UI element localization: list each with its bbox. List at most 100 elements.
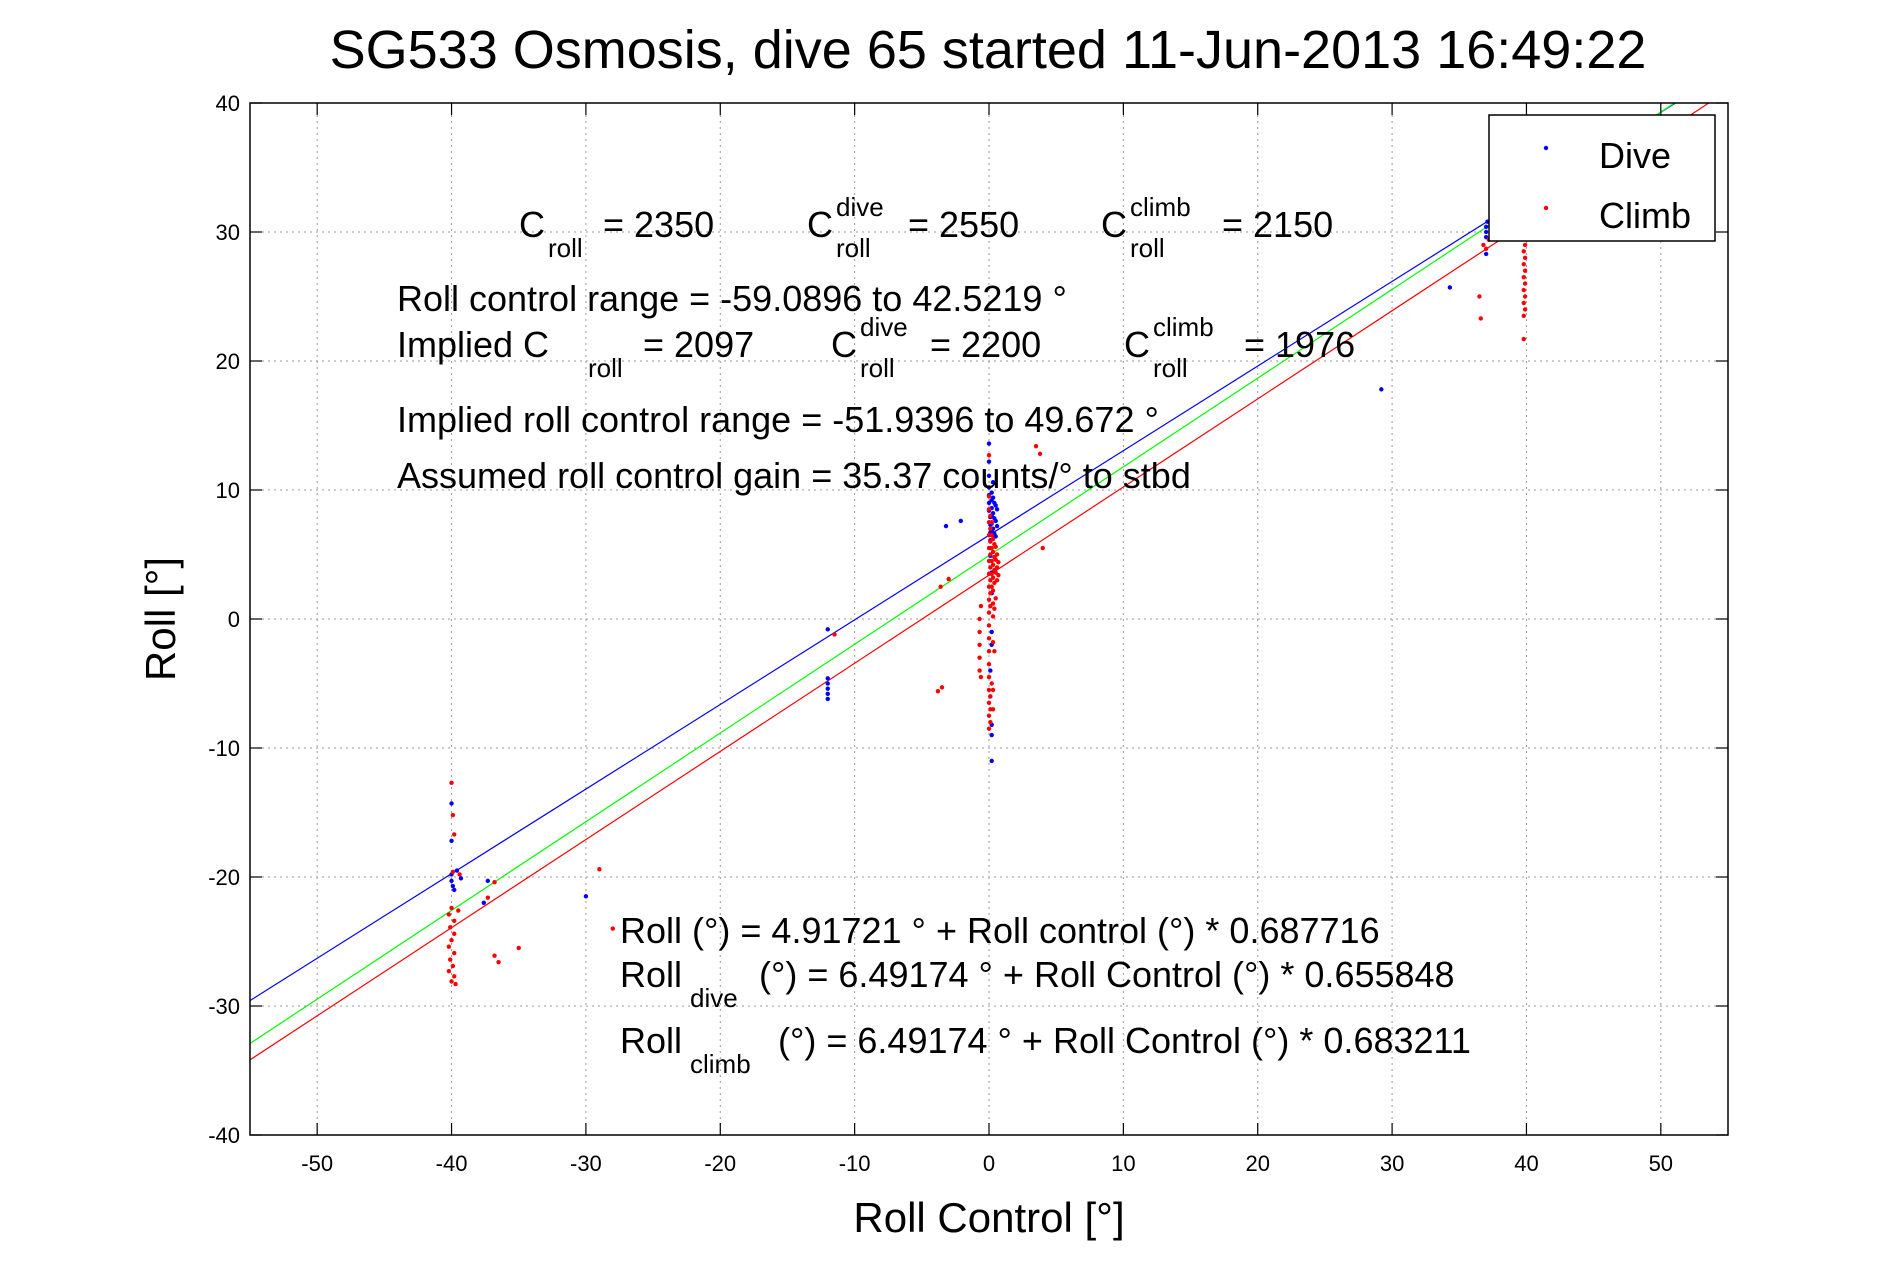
implied-c-roll-subscript: roll [588, 353, 623, 383]
c-roll-symbol: C [519, 204, 545, 245]
point-climb [448, 925, 453, 930]
point-climb [990, 575, 996, 580]
point-climb [989, 520, 994, 525]
point-climb [1040, 545, 1045, 551]
point-dive [583, 894, 589, 899]
point-climb [597, 867, 602, 872]
point-climb [450, 812, 456, 818]
point-climb [452, 974, 457, 979]
point-climb [977, 616, 982, 622]
y-tick-label: -40 [208, 1123, 240, 1148]
point-climb [986, 726, 992, 731]
x-tick-label: -50 [301, 1151, 333, 1176]
point-dive [990, 495, 996, 500]
point-dive [994, 523, 1000, 529]
point-climb [977, 655, 982, 660]
x-tick-label: -10 [839, 1151, 871, 1176]
point-climb [1521, 336, 1526, 342]
point-climb [989, 584, 994, 589]
point-dive [825, 696, 830, 702]
point-dive [1483, 229, 1489, 235]
point-climb [977, 642, 982, 647]
point-dive [452, 887, 457, 893]
point-climb [989, 545, 994, 551]
point-dive [825, 676, 830, 681]
point-climb [978, 603, 984, 609]
point-climb [1522, 268, 1528, 273]
point-climb [1522, 255, 1528, 260]
point-dive [825, 627, 830, 632]
point-dive [989, 758, 994, 764]
chart-title: SG533 Osmosis, dive 65 started 11-Jun-20… [330, 20, 1647, 80]
point-climb [450, 869, 456, 875]
point-climb [989, 681, 994, 686]
implied-range-text: Implied roll control range = -51.9396 to… [397, 399, 1159, 440]
point-dive [485, 878, 491, 884]
legend-marker-climb [1543, 205, 1549, 211]
axis-ticks: -50 -40 -30 -20 -10 0 10 20 30 40 50 -40 -30 -20 -10 0 1… [208, 91, 1728, 1176]
fit-climb-subscript: climb [690, 1049, 751, 1079]
point-climb [977, 668, 982, 673]
point-climb [452, 950, 457, 956]
legend-marker-dive [1543, 145, 1549, 151]
point-climb [453, 981, 458, 987]
point-dive [986, 459, 992, 464]
y-tick-label: 20 [216, 349, 240, 374]
point-climb [986, 452, 992, 458]
point-climb [986, 649, 992, 654]
y-tick-label: 10 [216, 478, 240, 503]
point-climb [993, 596, 998, 601]
point-climb [992, 606, 997, 611]
point-climb [988, 720, 993, 725]
point-climb [1483, 246, 1489, 251]
point-climb [450, 963, 456, 969]
point-dive [958, 518, 963, 524]
point-climb [1522, 307, 1528, 312]
fit-line-0 [249, 102, 1676, 1002]
legend-box [1488, 114, 1716, 242]
point-dive [454, 868, 460, 873]
point-climb [990, 601, 996, 606]
fit-equation-all: Roll (°) = 4.91721 ° + Roll control (°) … [620, 910, 1380, 951]
point-climb [485, 895, 491, 900]
point-climb [946, 576, 951, 582]
y-tick-label: -20 [208, 865, 240, 890]
point-climb [1481, 242, 1486, 248]
annotation-c-roll-row: C roll = 2350 C dive roll = 2550 C climb… [519, 192, 1333, 263]
point-dive [1379, 387, 1384, 392]
point-climb [993, 544, 998, 549]
point-climb [1033, 443, 1039, 449]
point-climb [446, 912, 452, 917]
point-climb [996, 572, 1001, 578]
point-dive [989, 490, 994, 495]
c-dive-superscript: dive [836, 192, 884, 222]
point-climb [1522, 294, 1528, 299]
fit-climb-equation: (°) = 6.49174 ° + Roll Control (°) * 0.6… [778, 1020, 1471, 1061]
point-climb [456, 908, 461, 913]
x-axis-label: Roll Control [°] [853, 1194, 1124, 1241]
point-dive [986, 485, 992, 490]
x-tick-label: 20 [1245, 1151, 1269, 1176]
gain-text: Assumed roll control gain = 35.37 counts… [397, 455, 1191, 496]
c-roll-subscript: roll [548, 233, 583, 263]
c-dive-value: = 2550 [908, 204, 1019, 245]
implied-c-climb-value: = 1976 [1244, 324, 1355, 365]
point-climb [1521, 249, 1526, 254]
point-dive [993, 503, 998, 508]
y-tick-label: -30 [208, 994, 240, 1019]
point-climb [1521, 287, 1526, 293]
point-climb [986, 623, 992, 628]
fit-line-2 [249, 102, 1710, 1061]
c-climb-value: = 2150 [1222, 204, 1333, 245]
point-climb [610, 926, 615, 931]
y-tick-label: 0 [228, 607, 240, 632]
c-roll-value: = 2350 [603, 204, 714, 245]
point-climb [452, 832, 457, 837]
x-tick-label: -30 [570, 1151, 602, 1176]
point-climb [1478, 316, 1483, 321]
x-tick-label: -40 [436, 1151, 468, 1176]
y-tick-label: 30 [216, 220, 240, 245]
point-climb [986, 674, 992, 680]
point-climb [496, 959, 501, 965]
